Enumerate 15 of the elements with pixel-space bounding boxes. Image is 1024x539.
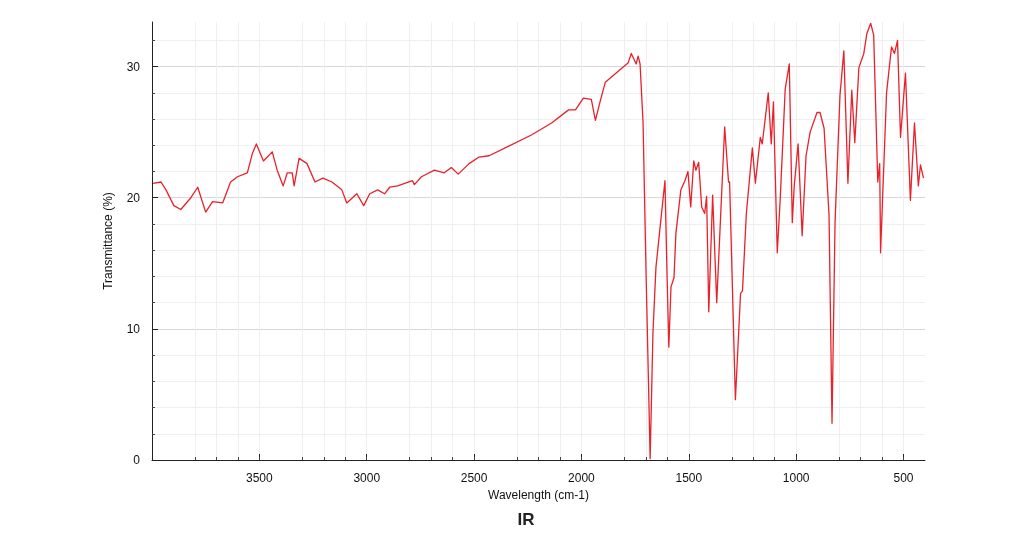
x-tick-label: 3000 — [353, 471, 381, 485]
x-tick-label: 1000 — [782, 471, 810, 485]
x-tick-label: 1500 — [675, 471, 703, 485]
line-series — [152, 22, 925, 460]
y-axis-title: Transmittance (%) — [101, 192, 115, 290]
x-tick-label: 500 — [893, 471, 914, 485]
x-axis-title: Wavelength (cm-1) — [488, 487, 589, 502]
text: IR — [517, 510, 535, 529]
x-tick-label: 2000 — [568, 471, 596, 485]
y-tick-label: 20 — [126, 190, 141, 205]
y-tick-label: 30 — [126, 59, 141, 74]
x-tick-label: 3500 — [246, 471, 274, 485]
y-tick-label: 0 — [133, 453, 141, 467]
y-tick-label: 10 — [126, 321, 141, 336]
x-tick-label: 2500 — [460, 471, 488, 485]
